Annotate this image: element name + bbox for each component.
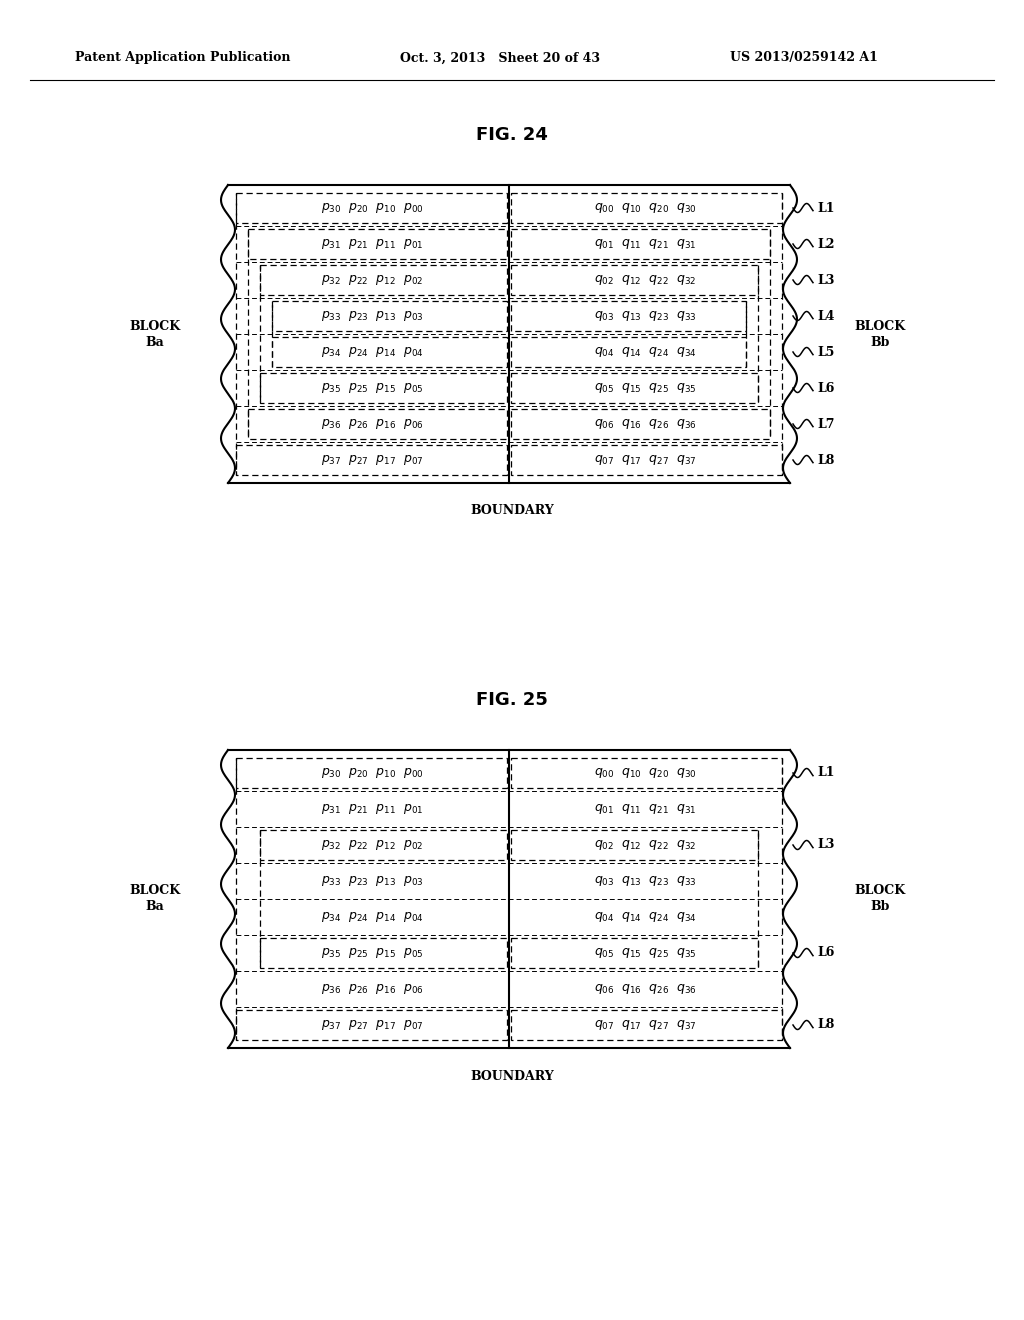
Text: $q_{04}$  $q_{14}$  $q_{24}$  $q_{34}$: $q_{04}$ $q_{14}$ $q_{24}$ $q_{34}$ [594, 909, 696, 924]
Text: $p_{32}$  $p_{22}$  $p_{12}$  $p_{02}$: $p_{32}$ $p_{22}$ $p_{12}$ $p_{02}$ [322, 838, 424, 851]
Text: BLOCK: BLOCK [854, 884, 905, 898]
Text: $p_{36}$  $p_{26}$  $p_{16}$  $p_{06}$: $p_{36}$ $p_{26}$ $p_{16}$ $p_{06}$ [322, 417, 424, 432]
Text: L2: L2 [817, 238, 835, 251]
Text: $p_{37}$  $p_{27}$  $p_{17}$  $p_{07}$: $p_{37}$ $p_{27}$ $p_{17}$ $p_{07}$ [322, 453, 424, 467]
Text: US 2013/0259142 A1: US 2013/0259142 A1 [730, 51, 878, 65]
Text: BOUNDARY: BOUNDARY [470, 1069, 554, 1082]
Text: Bb: Bb [870, 335, 890, 348]
Text: $p_{33}$  $p_{23}$  $p_{13}$  $p_{03}$: $p_{33}$ $p_{23}$ $p_{13}$ $p_{03}$ [322, 309, 424, 323]
Text: $q_{03}$  $q_{13}$  $q_{23}$  $q_{33}$: $q_{03}$ $q_{13}$ $q_{23}$ $q_{33}$ [594, 309, 696, 323]
Text: $q_{06}$  $q_{16}$  $q_{26}$  $q_{36}$: $q_{06}$ $q_{16}$ $q_{26}$ $q_{36}$ [594, 982, 696, 997]
Text: Oct. 3, 2013   Sheet 20 of 43: Oct. 3, 2013 Sheet 20 of 43 [400, 51, 600, 65]
Text: L3: L3 [817, 838, 835, 851]
Text: FIG. 25: FIG. 25 [476, 690, 548, 709]
Text: $p_{30}$  $p_{20}$  $p_{10}$  $p_{00}$: $p_{30}$ $p_{20}$ $p_{10}$ $p_{00}$ [322, 766, 424, 780]
Text: $q_{05}$  $q_{15}$  $q_{25}$  $q_{35}$: $q_{05}$ $q_{15}$ $q_{25}$ $q_{35}$ [594, 946, 696, 960]
Text: $q_{02}$  $q_{12}$  $q_{22}$  $q_{32}$: $q_{02}$ $q_{12}$ $q_{22}$ $q_{32}$ [594, 273, 696, 286]
Text: L5: L5 [817, 346, 835, 359]
Text: Ba: Ba [145, 900, 165, 913]
Text: L1: L1 [817, 767, 835, 780]
Text: $p_{32}$  $p_{22}$  $p_{12}$  $p_{02}$: $p_{32}$ $p_{22}$ $p_{12}$ $p_{02}$ [322, 273, 424, 286]
Text: $q_{06}$  $q_{16}$  $q_{26}$  $q_{36}$: $q_{06}$ $q_{16}$ $q_{26}$ $q_{36}$ [594, 417, 696, 432]
Text: $q_{02}$  $q_{12}$  $q_{22}$  $q_{32}$: $q_{02}$ $q_{12}$ $q_{22}$ $q_{32}$ [594, 838, 696, 851]
Text: $p_{31}$  $p_{21}$  $p_{11}$  $p_{01}$: $p_{31}$ $p_{21}$ $p_{11}$ $p_{01}$ [322, 238, 424, 251]
Text: $q_{03}$  $q_{13}$  $q_{23}$  $q_{33}$: $q_{03}$ $q_{13}$ $q_{23}$ $q_{33}$ [594, 874, 696, 888]
Text: L7: L7 [817, 417, 835, 430]
Text: FIG. 24: FIG. 24 [476, 125, 548, 144]
Text: $p_{36}$  $p_{26}$  $p_{16}$  $p_{06}$: $p_{36}$ $p_{26}$ $p_{16}$ $p_{06}$ [322, 982, 424, 997]
Text: L8: L8 [817, 454, 835, 466]
Text: BLOCK: BLOCK [129, 319, 180, 333]
Text: L4: L4 [817, 309, 835, 322]
Text: L6: L6 [817, 381, 835, 395]
Text: $p_{30}$  $p_{20}$  $p_{10}$  $p_{00}$: $p_{30}$ $p_{20}$ $p_{10}$ $p_{00}$ [322, 201, 424, 215]
Text: $q_{05}$  $q_{15}$  $q_{25}$  $q_{35}$: $q_{05}$ $q_{15}$ $q_{25}$ $q_{35}$ [594, 381, 696, 395]
Text: L1: L1 [817, 202, 835, 214]
Text: $q_{01}$  $q_{11}$  $q_{21}$  $q_{31}$: $q_{01}$ $q_{11}$ $q_{21}$ $q_{31}$ [594, 238, 696, 251]
Text: Patent Application Publication: Patent Application Publication [75, 51, 291, 65]
Text: $p_{37}$  $p_{27}$  $p_{17}$  $p_{07}$: $p_{37}$ $p_{27}$ $p_{17}$ $p_{07}$ [322, 1018, 424, 1032]
Text: $p_{33}$  $p_{23}$  $p_{13}$  $p_{03}$: $p_{33}$ $p_{23}$ $p_{13}$ $p_{03}$ [322, 874, 424, 888]
Text: $q_{07}$  $q_{17}$  $q_{27}$  $q_{37}$: $q_{07}$ $q_{17}$ $q_{27}$ $q_{37}$ [594, 1018, 696, 1032]
Text: L8: L8 [817, 1019, 835, 1031]
Text: $p_{35}$  $p_{25}$  $p_{15}$  $p_{05}$: $p_{35}$ $p_{25}$ $p_{15}$ $p_{05}$ [322, 381, 424, 395]
Text: BOUNDARY: BOUNDARY [470, 504, 554, 517]
Text: $p_{34}$  $p_{24}$  $p_{14}$  $p_{04}$: $p_{34}$ $p_{24}$ $p_{14}$ $p_{04}$ [322, 909, 424, 924]
Text: $q_{04}$  $q_{14}$  $q_{24}$  $q_{34}$: $q_{04}$ $q_{14}$ $q_{24}$ $q_{34}$ [594, 345, 696, 359]
Text: L3: L3 [817, 273, 835, 286]
Text: L6: L6 [817, 946, 835, 960]
Text: $q_{00}$  $q_{10}$  $q_{20}$  $q_{30}$: $q_{00}$ $q_{10}$ $q_{20}$ $q_{30}$ [594, 766, 696, 780]
Text: $q_{01}$  $q_{11}$  $q_{21}$  $q_{31}$: $q_{01}$ $q_{11}$ $q_{21}$ $q_{31}$ [594, 803, 696, 816]
Text: BLOCK: BLOCK [854, 319, 905, 333]
Text: $p_{34}$  $p_{24}$  $p_{14}$  $p_{04}$: $p_{34}$ $p_{24}$ $p_{14}$ $p_{04}$ [322, 345, 424, 359]
Text: Ba: Ba [145, 335, 165, 348]
Text: $q_{00}$  $q_{10}$  $q_{20}$  $q_{30}$: $q_{00}$ $q_{10}$ $q_{20}$ $q_{30}$ [594, 201, 696, 215]
Text: Bb: Bb [870, 900, 890, 913]
Text: BLOCK: BLOCK [129, 884, 180, 898]
Text: $q_{07}$  $q_{17}$  $q_{27}$  $q_{37}$: $q_{07}$ $q_{17}$ $q_{27}$ $q_{37}$ [594, 453, 696, 467]
Text: $p_{35}$  $p_{25}$  $p_{15}$  $p_{05}$: $p_{35}$ $p_{25}$ $p_{15}$ $p_{05}$ [322, 946, 424, 960]
Text: $p_{31}$  $p_{21}$  $p_{11}$  $p_{01}$: $p_{31}$ $p_{21}$ $p_{11}$ $p_{01}$ [322, 803, 424, 816]
